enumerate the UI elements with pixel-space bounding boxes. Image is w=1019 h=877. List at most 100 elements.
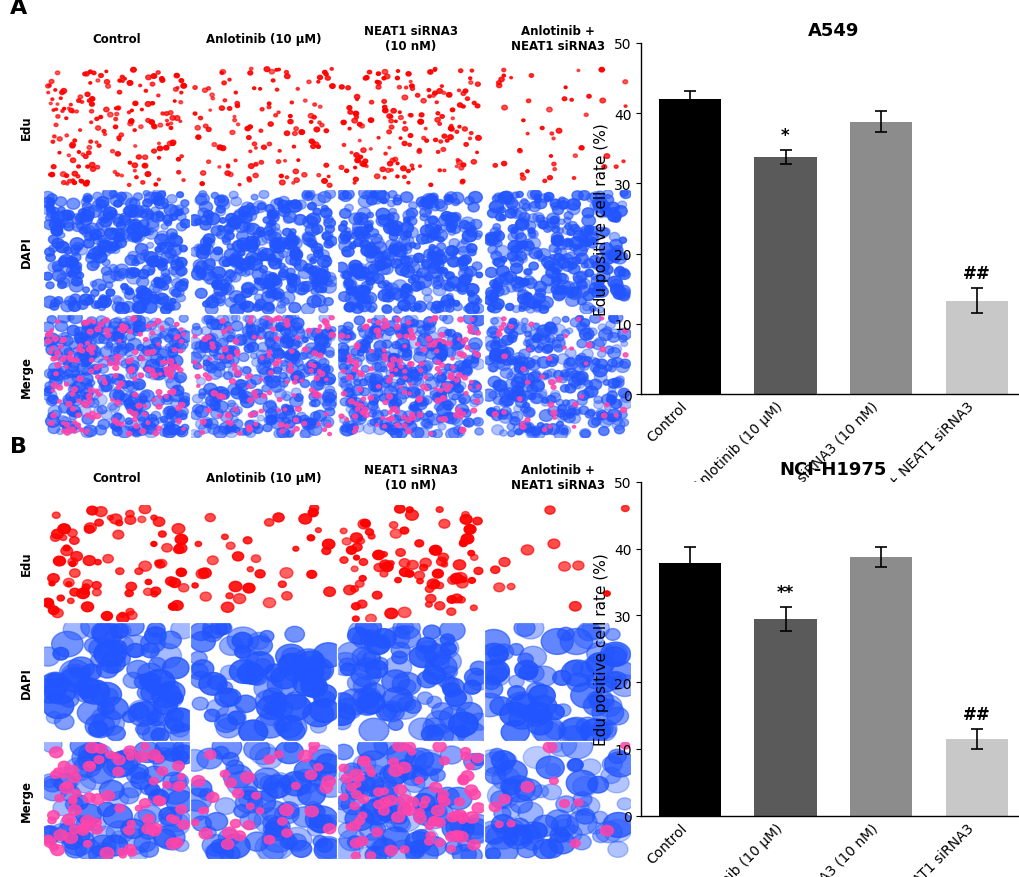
Circle shape (527, 702, 548, 720)
Circle shape (443, 401, 451, 407)
Circle shape (88, 206, 102, 218)
Circle shape (607, 212, 620, 223)
Circle shape (112, 374, 124, 385)
Circle shape (133, 170, 137, 173)
Circle shape (401, 142, 407, 146)
Circle shape (381, 552, 387, 557)
Circle shape (294, 666, 309, 678)
Circle shape (48, 817, 56, 824)
Circle shape (549, 217, 558, 225)
Circle shape (96, 375, 101, 380)
Circle shape (246, 329, 253, 335)
Circle shape (82, 336, 92, 346)
Circle shape (71, 360, 74, 362)
Circle shape (429, 782, 441, 792)
Circle shape (132, 302, 147, 314)
Circle shape (547, 539, 559, 549)
Circle shape (83, 580, 93, 588)
Circle shape (436, 392, 442, 397)
Circle shape (460, 577, 467, 582)
Circle shape (392, 198, 401, 205)
Circle shape (555, 129, 561, 134)
Circle shape (289, 257, 301, 267)
Circle shape (472, 262, 481, 271)
Circle shape (552, 417, 555, 420)
Circle shape (541, 275, 554, 287)
Circle shape (240, 772, 255, 783)
Circle shape (560, 373, 570, 381)
Circle shape (431, 339, 439, 346)
Circle shape (586, 653, 613, 675)
Circle shape (327, 184, 331, 188)
Circle shape (175, 335, 179, 339)
Circle shape (199, 389, 207, 396)
Circle shape (221, 535, 228, 540)
Circle shape (54, 297, 62, 304)
Circle shape (547, 369, 555, 377)
Circle shape (58, 524, 70, 534)
Circle shape (577, 391, 589, 401)
Circle shape (352, 368, 357, 372)
Circle shape (153, 286, 162, 294)
Circle shape (364, 248, 376, 259)
Circle shape (150, 789, 166, 802)
Circle shape (250, 743, 277, 765)
Circle shape (263, 688, 282, 704)
Circle shape (401, 424, 407, 428)
Circle shape (310, 720, 326, 733)
Circle shape (348, 400, 354, 404)
Circle shape (127, 821, 135, 827)
Circle shape (368, 534, 375, 539)
Circle shape (63, 361, 71, 367)
Circle shape (140, 781, 158, 795)
Circle shape (83, 227, 91, 234)
Circle shape (199, 191, 207, 198)
Circle shape (476, 386, 480, 389)
Circle shape (160, 326, 163, 330)
Circle shape (348, 261, 362, 272)
Circle shape (49, 175, 52, 176)
Circle shape (347, 397, 357, 404)
Circle shape (392, 626, 420, 648)
Circle shape (496, 360, 511, 371)
Circle shape (277, 302, 285, 309)
Circle shape (119, 788, 139, 804)
Circle shape (51, 212, 65, 224)
Circle shape (526, 339, 538, 350)
Circle shape (605, 673, 622, 685)
Circle shape (280, 327, 290, 336)
Circle shape (141, 182, 145, 185)
Circle shape (245, 669, 265, 685)
Circle shape (398, 236, 410, 246)
Circle shape (268, 123, 273, 127)
Circle shape (454, 340, 464, 348)
Circle shape (308, 203, 316, 210)
Circle shape (400, 167, 406, 172)
Circle shape (107, 726, 125, 741)
Circle shape (415, 641, 441, 662)
Circle shape (171, 143, 174, 146)
Circle shape (414, 805, 438, 825)
Circle shape (198, 209, 209, 218)
Circle shape (344, 807, 374, 831)
Circle shape (211, 391, 217, 396)
Circle shape (226, 355, 232, 360)
Circle shape (354, 286, 367, 297)
Circle shape (397, 795, 411, 806)
Circle shape (117, 335, 126, 343)
Circle shape (170, 389, 175, 394)
Circle shape (587, 329, 596, 337)
Circle shape (489, 697, 513, 716)
Circle shape (228, 422, 233, 426)
Circle shape (512, 284, 522, 292)
Circle shape (58, 278, 70, 289)
Circle shape (89, 346, 95, 351)
Circle shape (283, 378, 289, 383)
Circle shape (393, 394, 407, 404)
Circle shape (511, 412, 523, 422)
Circle shape (283, 212, 297, 224)
Circle shape (323, 216, 333, 225)
Circle shape (441, 340, 445, 344)
Circle shape (326, 424, 331, 428)
Circle shape (400, 246, 412, 254)
